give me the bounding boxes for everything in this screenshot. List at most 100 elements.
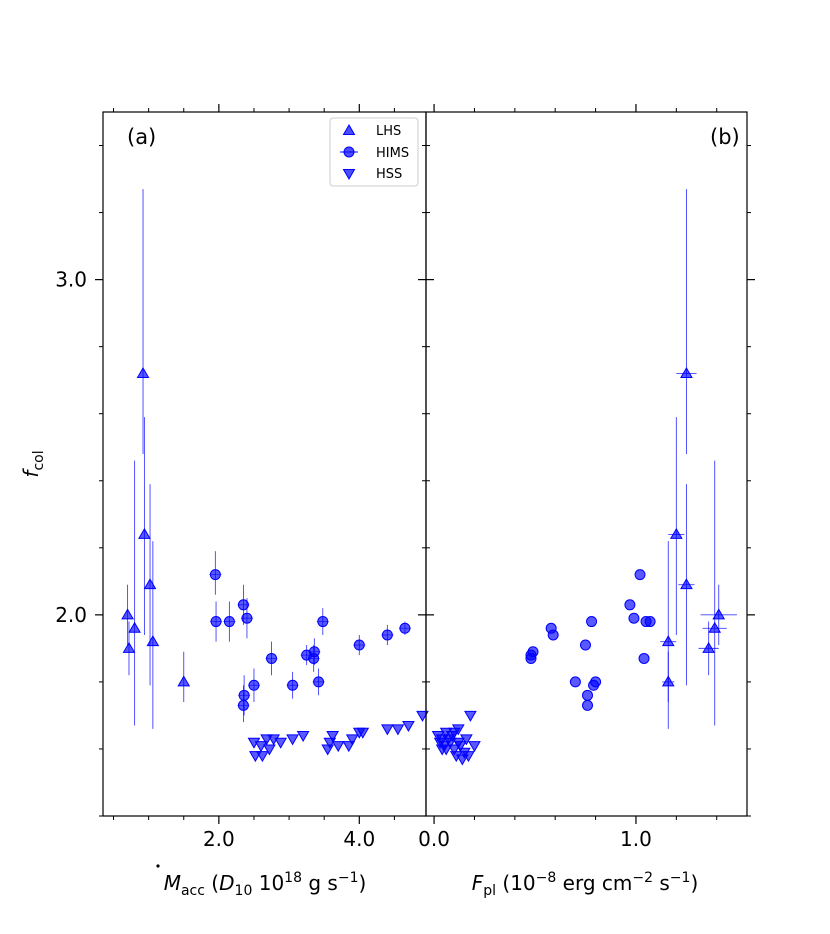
panel-b-hims-point-11 (590, 676, 602, 688)
panel-a-xtick-label-1: 4.0 (343, 827, 375, 851)
panel-b-lhs-point-2 (669, 527, 683, 539)
panel-a-ticks: 2.0 4.0 2.0 3.0 (55, 104, 434, 851)
panel-a-hss-point-8 (286, 734, 299, 746)
legend-hss-label: HSS (376, 167, 402, 182)
panel-a-hims-point-4 (238, 689, 250, 701)
panel-a-lhs-point-1 (122, 641, 136, 653)
panel-b-lhs-point-5 (702, 641, 716, 653)
panel-a-x-axis-label: Macc (D10 1018 g s−1) (164, 870, 367, 899)
panel-a-hims-point-16 (381, 629, 393, 641)
panel-b-hims-point-12 (624, 599, 636, 611)
panel-b-xtick-label-1: 1.0 (620, 827, 652, 851)
panel-b-hss-point-17 (462, 751, 475, 763)
panel-b-hss-point-18 (464, 710, 477, 722)
panel-a-error-bars (127, 189, 411, 729)
panel-a-hss-point-13 (331, 741, 345, 753)
panel-a-hss-point-20 (402, 720, 415, 732)
panel-b-hss-point-16 (460, 734, 473, 746)
panel-b-lhs-point-7 (712, 608, 726, 620)
panel-b-frame (425, 111, 748, 817)
panel-a-hims-point-0 (209, 569, 221, 581)
svg-text:fcol: fcol (19, 450, 47, 477)
panel-b-error-bars (660, 189, 737, 729)
panel-b-hims-point-8 (582, 699, 594, 711)
panel-a-hims-point-1 (210, 616, 222, 628)
panel-a-hss-point-15 (345, 734, 359, 746)
panel-b-lhs-point-6 (708, 621, 722, 633)
panel-b-hss-point-21 (435, 744, 449, 756)
panel-a-lhs-point-4 (138, 527, 151, 539)
y-axis-label-symbol: f (19, 468, 43, 478)
panel-a-hims-point-8 (266, 652, 278, 664)
panel-b-x-axis-label: Fpl (10−8 erg cm−2 s−1) (472, 870, 699, 899)
panel-a-hss-point-2 (254, 741, 268, 753)
panel-a-hims-point-5 (237, 699, 249, 711)
panel-b-hims-point-13 (628, 612, 640, 624)
panel-a-hss-point-3 (256, 751, 269, 763)
panel-b-hims-point-9 (586, 616, 598, 628)
panel-b-hims-point-7 (582, 689, 594, 701)
panel-b-label: (b) (710, 125, 740, 149)
y-axis-label-sub: col (31, 450, 47, 470)
panel-b-markers (431, 366, 726, 766)
panel-a-hss-point-18 (381, 724, 394, 736)
panel-b-lhs-point-1 (661, 635, 675, 647)
panel-a-xtick-label-0: 2.0 (203, 827, 235, 851)
panel-a-hss-point-21 (416, 710, 429, 722)
y-axis-label: fcol (19, 450, 47, 477)
panel-b-hims-point-15 (638, 652, 650, 664)
panel-a-hims-point-12 (308, 646, 320, 658)
panel-a-lhs-point-7 (177, 675, 191, 687)
panel-a-label: (a) (127, 125, 156, 149)
legend-lhs-marker (342, 124, 356, 135)
panel-a-hss-point-5 (263, 744, 276, 756)
panel-a-hims-point-9 (287, 679, 299, 691)
panel-a-lhs-point-6 (146, 635, 160, 647)
legend-hss-marker (342, 169, 356, 180)
ytick-label-1: 3.0 (55, 268, 87, 292)
panel-a-hss-point-17 (356, 727, 370, 739)
panel-a: 2.0 4.0 2.0 3.0 (a) (55, 104, 434, 851)
panel-a-hss-point-7 (274, 737, 288, 749)
panel-b: 0.0 1.0 (b) (418, 104, 755, 851)
panel-b-xtick-label-0: 0.0 (418, 827, 450, 851)
panel-b-lhs-point-4 (680, 578, 693, 590)
panel-b-hims-point-4 (547, 629, 559, 641)
panel-a-hims-point-7 (248, 679, 260, 691)
mdot-symbol: M (164, 871, 181, 895)
panel-a-lhs-point-3 (136, 366, 150, 378)
panel-b-hss-point-19 (468, 741, 481, 753)
panel-a-hims-point-14 (317, 616, 329, 628)
panel-b-hss-point-20 (447, 727, 461, 739)
mdot-dot (156, 864, 160, 868)
panel-b-hims-point-6 (579, 639, 591, 651)
panel-b-hims-point-17 (644, 616, 656, 628)
panel-a-hims-point-2 (223, 616, 235, 628)
legend: LHS HIMS HSS (329, 117, 419, 187)
panel-a-hims-point-3 (237, 599, 249, 611)
panel-b-hss-point-9 (447, 744, 461, 756)
panel-b-lhs-point-0 (661, 675, 675, 687)
panel-a-hss-point-19 (391, 724, 405, 736)
panel-a-hims-point-15 (353, 639, 365, 651)
panel-a-hims-point-6 (241, 612, 253, 624)
panel-a-lhs-point-2 (128, 621, 141, 633)
panel-a-hss-point-9 (296, 731, 310, 743)
legend-lhs-label: LHS (376, 124, 401, 139)
panel-a-frame (102, 111, 427, 817)
panel-a-hims-point-17 (399, 622, 411, 634)
panel-a-lhs-point-0 (121, 608, 134, 620)
panel-a-hss-point-10 (321, 744, 335, 756)
panel-b-hims-point-5 (569, 676, 581, 688)
panel-b-hims-point-14 (634, 569, 646, 581)
legend-hims-label: HIMS (376, 146, 409, 161)
ytick-label-0: 2.0 (55, 603, 87, 627)
panel-a-hims-point-13 (313, 676, 325, 688)
panel-b-ticks: 0.0 1.0 (418, 104, 755, 851)
panel-a-markers (121, 366, 429, 763)
panel-b-hims-point-2 (527, 646, 539, 658)
panel-b-hss-point-13 (453, 741, 467, 753)
panel-a-hss-point-12 (326, 731, 339, 743)
panel-a-lhs-point-5 (143, 578, 157, 590)
